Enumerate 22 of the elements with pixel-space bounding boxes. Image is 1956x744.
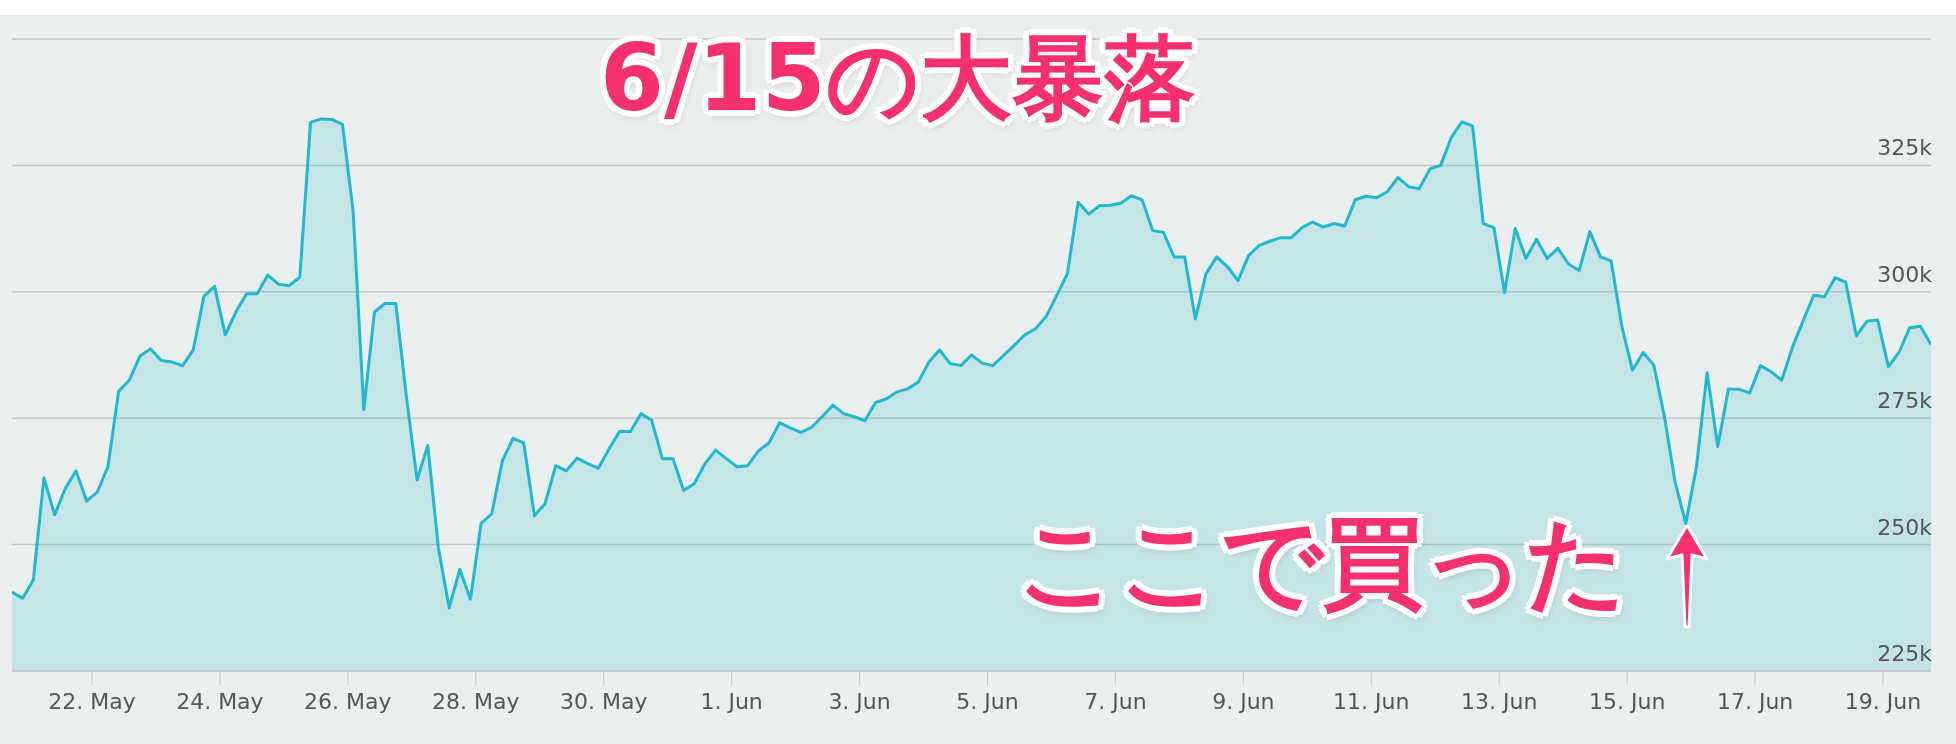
x-tick-label: 1. Jun xyxy=(700,688,763,714)
x-tick-label: 3. Jun xyxy=(828,688,891,714)
x-tick-label: 22. May xyxy=(48,688,136,714)
x-tick-label: 13. Jun xyxy=(1461,688,1538,714)
y-tick-label: 225k xyxy=(1877,641,1933,666)
x-tick-label: 15. Jun xyxy=(1588,688,1666,714)
x-tick-label: 11. Jun xyxy=(1333,688,1410,714)
x-tick-label: 9. Jun xyxy=(1212,688,1275,714)
x-tick-label: 30. May xyxy=(559,688,648,714)
chart-title: 6/15の大暴落 xyxy=(600,25,1196,132)
y-tick-label: 325k xyxy=(1877,135,1933,161)
y-tick-label: 300k xyxy=(1877,261,1933,287)
x-tick-label: 17. Jun xyxy=(1716,688,1794,714)
y-tick-label: 250k xyxy=(1877,514,1933,540)
y-tick-label: 275k xyxy=(1877,388,1933,414)
x-tick-label: 7. Jun xyxy=(1084,688,1147,714)
x-tick-label: 28. May xyxy=(432,688,520,714)
x-tick-label: 19. Jun xyxy=(1844,688,1922,714)
x-tick-label: 5. Jun xyxy=(956,688,1019,714)
x-tick-label: 24. May xyxy=(176,688,264,714)
annotation: ここで買った xyxy=(1016,503,1627,624)
x-tick-label: 26. May xyxy=(304,688,392,714)
